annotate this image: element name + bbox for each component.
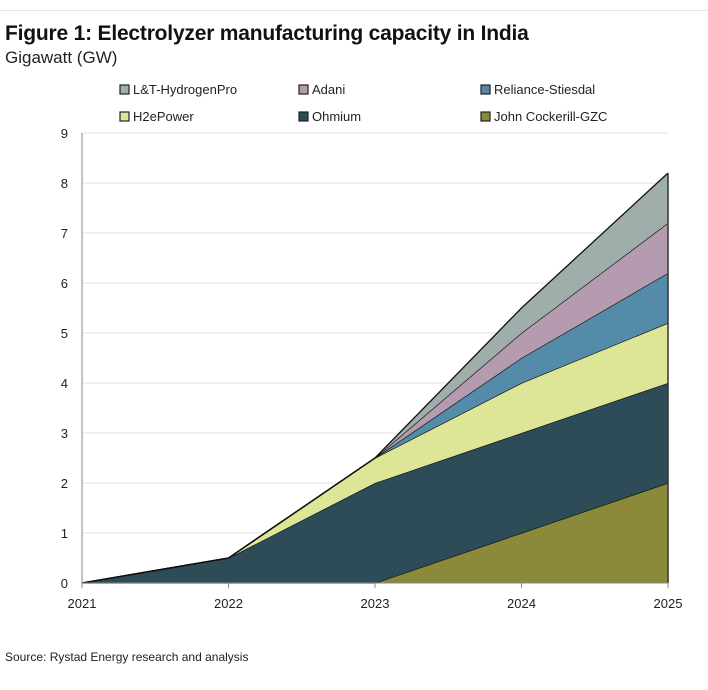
x-tick-label: 2023 xyxy=(361,596,390,611)
legend-label: Adani xyxy=(312,82,345,97)
legend-label: John Cockerill-GZC xyxy=(494,109,607,124)
area-h2epower xyxy=(82,323,668,583)
y-tick-label: 5 xyxy=(61,326,68,341)
legend-swatch xyxy=(480,111,491,122)
x-tick-label: 2024 xyxy=(507,596,536,611)
chart-subtitle: Gigawatt (GW) xyxy=(5,48,118,67)
y-tick-label: 1 xyxy=(61,526,68,541)
legend-label: Ohmium xyxy=(312,109,361,124)
y-tick-label: 8 xyxy=(61,176,68,191)
legend-swatch xyxy=(119,84,130,95)
chart-title: Figure 1: Electrolyzer manufacturing cap… xyxy=(5,22,529,45)
source-note: Source: Rystad Energy research and analy… xyxy=(5,650,249,664)
legend-swatch xyxy=(480,84,491,95)
area-edge xyxy=(81,172,669,584)
y-tick-label: 0 xyxy=(61,576,68,591)
legend-label: H2ePower xyxy=(133,109,194,124)
legend-label: L&T-HydrogenPro xyxy=(133,82,237,97)
area-john-cockerill-gzc xyxy=(82,483,668,583)
x-tick-label: 2021 xyxy=(68,596,97,611)
y-tick-label: 9 xyxy=(61,126,68,141)
x-tick-label: 2025 xyxy=(654,596,683,611)
legend-label: Reliance-Stiesdal xyxy=(494,82,595,97)
y-tick-label: 4 xyxy=(61,376,68,391)
stacked-area-chart: 0 1 2 3 4 5 6 7 8 9 2021 2022 2023 2024 2025 L&T-Hydrog… xyxy=(61,82,683,611)
y-tick-label: 2 xyxy=(61,476,68,491)
legend-swatch xyxy=(298,84,309,95)
legend-swatch xyxy=(298,111,309,122)
y-tick-label: 3 xyxy=(61,426,68,441)
x-tick-label: 2022 xyxy=(214,596,243,611)
y-tick-label: 6 xyxy=(61,276,68,291)
legend-swatch xyxy=(119,111,130,122)
y-tick-label: 7 xyxy=(61,226,68,241)
top-divider xyxy=(0,10,708,11)
